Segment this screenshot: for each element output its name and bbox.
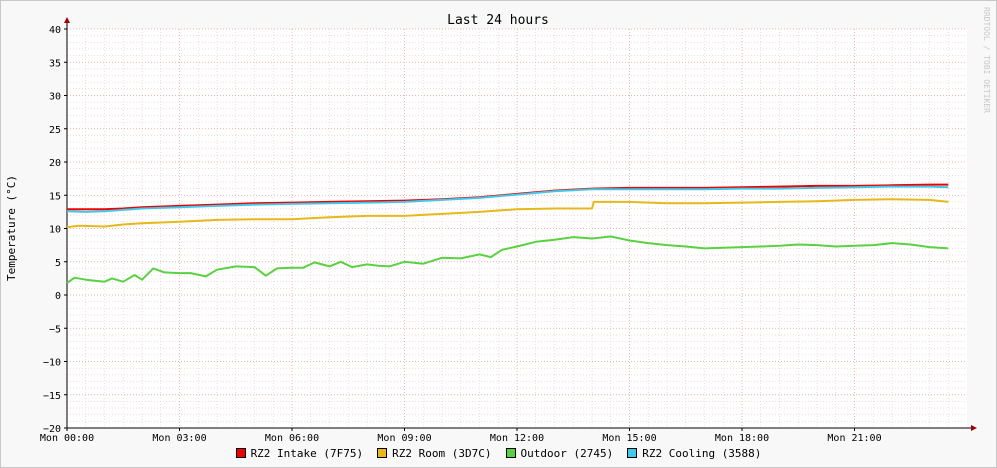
y-tick-label: 25: [49, 125, 61, 136]
y-tick-label: 10: [49, 225, 61, 236]
series-line-1: [66, 198, 949, 229]
y-tick-label: 40: [49, 25, 61, 36]
legend-item: RZ2 Intake (7F75): [235, 445, 364, 461]
x-tick-label: Mon 00:00: [40, 433, 94, 444]
x-tick-label: Mon 18:00: [715, 433, 769, 444]
y-axis-arrow: [64, 17, 70, 23]
x-tick-label: Mon 09:00: [377, 433, 431, 444]
y-tick-label: −5: [49, 324, 61, 335]
x-axis-arrow: [971, 425, 977, 431]
legend-item: RZ2 Cooling (3588): [627, 445, 761, 461]
legend-label: Outdoor (2745): [520, 446, 614, 460]
x-tick-label: Mon 21:00: [827, 433, 881, 444]
legend-item: Outdoor (2745): [505, 445, 614, 461]
grid: [66, 28, 967, 429]
legend-label: RZ2 Room (3D7C): [392, 446, 492, 460]
y-tick-label: −10: [43, 358, 61, 369]
legend-swatch: [377, 448, 388, 458]
watermark: RRDTOOL / TOBI OETIKER: [982, 7, 991, 113]
y-tick-label: 30: [49, 92, 61, 103]
tick-labels: −20 −15 −10 −5 0 5 10 15 20 25 30 35 40 Mon 00:00 Mon …: [40, 25, 882, 444]
legend-swatch: [627, 448, 638, 458]
x-tick-label: Mon 12:00: [490, 433, 544, 444]
series-line-2: [66, 235, 949, 284]
y-tick-label: 35: [49, 58, 61, 69]
y-tick-label: 15: [49, 191, 61, 202]
y-tick-label: 5: [55, 258, 61, 269]
series-lines: [66, 183, 949, 284]
chart-title: Last 24 hours: [447, 13, 549, 28]
y-tick-label: −15: [43, 391, 61, 402]
legend-item: RZ2 Room (3D7C): [377, 445, 492, 461]
legend-label: RZ2 Intake (7F75): [250, 446, 364, 460]
y-tick-label: 20: [49, 158, 61, 169]
legend-swatch: [235, 448, 246, 458]
y-axis-label: Temperature (°C): [5, 175, 18, 281]
legend-swatch: [505, 448, 516, 458]
x-tick-label: Mon 03:00: [152, 433, 206, 444]
legend: RZ2 Intake (7F75) RZ2 Room (3D7C) Outdoor …: [0, 445, 997, 461]
x-tick-label: Mon 06:00: [265, 433, 319, 444]
x-tick-label: Mon 15:00: [602, 433, 656, 444]
y-tick-label: −20: [43, 424, 61, 435]
series-line-3: [66, 185, 949, 213]
y-tick-label: 0: [55, 291, 61, 302]
legend-label: RZ2 Cooling (3588): [642, 446, 762, 460]
